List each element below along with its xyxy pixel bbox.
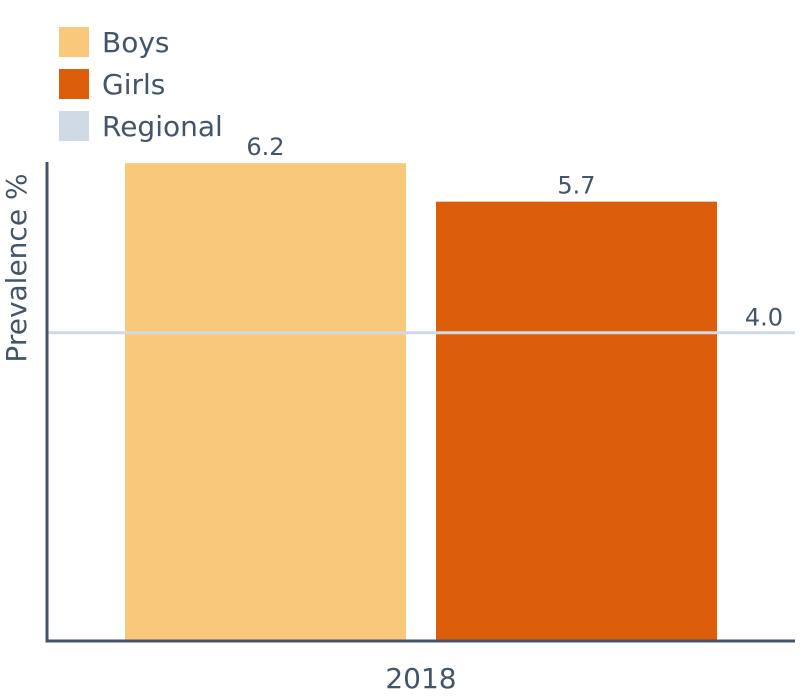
legend-swatch-girls — [59, 69, 89, 99]
legend-swatch-boys — [59, 27, 89, 57]
y-axis-title: Prevalence % — [0, 173, 33, 362]
bars — [125, 163, 717, 641]
legend-label-girls: Girls — [102, 68, 165, 101]
data-label-regional: 4.0 — [745, 304, 783, 332]
bar-boys-2018 — [125, 163, 406, 641]
legend-swatch-regional — [59, 111, 89, 141]
data-label-boys: 6.2 — [246, 133, 284, 161]
legend-label-regional: Regional — [102, 110, 223, 143]
legend-label-boys: Boys — [102, 26, 170, 59]
legend: Boys Girls Regional — [59, 26, 223, 143]
bar-girls-2018 — [436, 201, 717, 641]
x-tick-label-2018: 2018 — [385, 662, 456, 695]
data-label-girls: 5.7 — [557, 172, 595, 200]
